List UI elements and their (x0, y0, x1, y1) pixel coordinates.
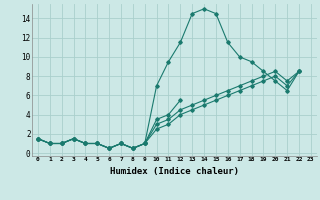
X-axis label: Humidex (Indice chaleur): Humidex (Indice chaleur) (110, 167, 239, 176)
